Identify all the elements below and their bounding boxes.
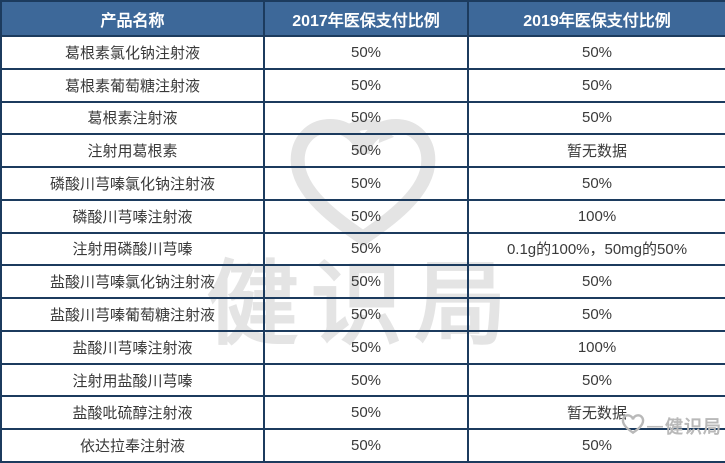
ratio-2019-cell: 100% <box>467 329 725 365</box>
product-name-cell: 葛根素注射液 <box>0 100 265 136</box>
table-body: 葛根素氯化钠注射液 50% 50% 葛根素葡萄糖注射液 50% 50% 葛根素注射液 50% 5… <box>0 35 725 463</box>
column-header-2017-ratio: 2017年医保支付比例 <box>263 0 469 37</box>
ratio-2019-cell: 50% <box>467 297 725 332</box>
ratio-2019-cell: 暂无数据 <box>467 395 725 431</box>
ratio-2017-cell: 50% <box>263 198 469 234</box>
table-row: 葛根素氯化钠注射液 50% 50% <box>0 35 725 70</box>
table-row: 磷酸川芎嗪注射液 50% 100% <box>0 198 725 234</box>
ratio-2017-cell: 50% <box>263 264 469 300</box>
product-name-cell: 依达拉奉注射液 <box>0 428 265 463</box>
ratio-2017-cell: 50% <box>263 329 469 365</box>
table-row: 注射用葛根素 50% 暂无数据 <box>0 133 725 169</box>
table-header: 产品名称 2017年医保支付比例 2019年医保支付比例 <box>0 0 725 37</box>
ratio-2019-cell: 0.1g的100%，50mg的50% <box>467 231 725 267</box>
product-name-cell: 注射用葛根素 <box>0 133 265 169</box>
ratio-2017-cell: 50% <box>263 395 469 431</box>
ratio-2019-cell: 50% <box>467 100 725 136</box>
ratio-2019-cell: 50% <box>467 362 725 398</box>
ratio-2017-cell: 50% <box>263 297 469 332</box>
ratio-2017-cell: 50% <box>263 35 469 70</box>
ratio-2019-cell: 50% <box>467 67 725 103</box>
table-row: 注射用磷酸川芎嗪 50% 0.1g的100%，50mg的50% <box>0 231 725 267</box>
table-row: 盐酸川芎嗪注射液 50% 100% <box>0 329 725 365</box>
product-name-cell: 盐酸吡硫醇注射液 <box>0 395 265 431</box>
product-name-cell: 磷酸川芎嗪氯化钠注射液 <box>0 166 265 201</box>
ratio-2019-cell: 50% <box>467 35 725 70</box>
ratio-2019-cell: 100% <box>467 198 725 234</box>
ratio-2019-cell: 50% <box>467 264 725 300</box>
product-name-cell: 葛根素氯化钠注射液 <box>0 35 265 70</box>
table-row: 葛根素葡萄糖注射液 50% 50% <box>0 67 725 103</box>
header-row: 产品名称 2017年医保支付比例 2019年医保支付比例 <box>0 0 725 37</box>
ratio-2017-cell: 50% <box>263 166 469 201</box>
product-name-cell: 盐酸川芎嗪氯化钠注射液 <box>0 264 265 300</box>
ratio-2017-cell: 50% <box>263 67 469 103</box>
table-row: 盐酸吡硫醇注射液 50% 暂无数据 <box>0 395 725 431</box>
ratio-2019-cell: 50% <box>467 428 725 463</box>
table-row: 注射用盐酸川芎嗪 50% 50% <box>0 362 725 398</box>
column-header-2019-ratio: 2019年医保支付比例 <box>467 0 725 37</box>
table-row: 盐酸川芎嗪氯化钠注射液 50% 50% <box>0 264 725 300</box>
ratio-2017-cell: 50% <box>263 100 469 136</box>
table-row: 磷酸川芎嗪氯化钠注射液 50% 50% <box>0 166 725 201</box>
product-name-cell: 葛根素葡萄糖注射液 <box>0 67 265 103</box>
ratio-2017-cell: 50% <box>263 362 469 398</box>
ratio-2019-cell: 50% <box>467 166 725 201</box>
product-name-cell: 盐酸川芎嗪注射液 <box>0 329 265 365</box>
table-row: 依达拉奉注射液 50% 50% <box>0 428 725 463</box>
product-name-cell: 磷酸川芎嗪注射液 <box>0 198 265 234</box>
ratio-2019-cell: 暂无数据 <box>467 133 725 169</box>
ratio-2017-cell: 50% <box>263 133 469 169</box>
table-row: 葛根素注射液 50% 50% <box>0 100 725 136</box>
table-row: 盐酸川芎嗪葡萄糖注射液 50% 50% <box>0 297 725 332</box>
product-name-cell: 注射用盐酸川芎嗪 <box>0 362 265 398</box>
product-name-cell: 注射用磷酸川芎嗪 <box>0 231 265 267</box>
product-name-cell: 盐酸川芎嗪葡萄糖注射液 <box>0 297 265 332</box>
ratio-2017-cell: 50% <box>263 428 469 463</box>
column-header-product-name: 产品名称 <box>0 0 265 37</box>
ratio-2017-cell: 50% <box>263 231 469 267</box>
